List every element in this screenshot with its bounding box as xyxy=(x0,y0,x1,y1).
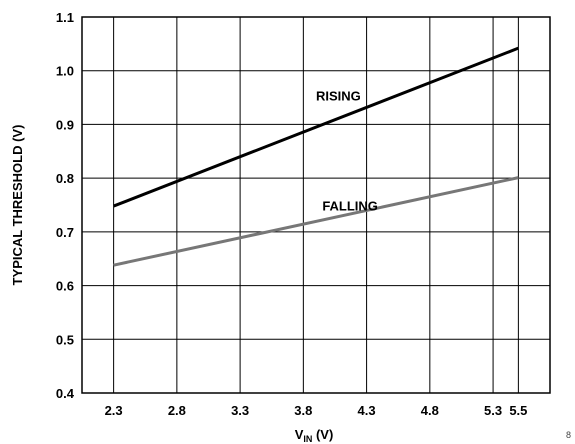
y-axis-label: TYPICAL THRESHOLD (V) xyxy=(10,125,25,286)
x-tick-label: 3.8 xyxy=(294,403,312,418)
series-line-rising xyxy=(113,46,519,208)
y-tick-label: 0.6 xyxy=(56,279,74,294)
y-tick-labels: 0.4 0.5 0.6 0.7 0.8 0.9 1.0 1.1 xyxy=(56,10,75,401)
y-tick-label: 1.1 xyxy=(56,10,74,25)
series-layer: RISING FALLING xyxy=(113,46,519,267)
y-tick-label: 0.9 xyxy=(56,117,74,132)
corner-figure-number: 8 xyxy=(566,430,571,440)
x-tick-label: 4.8 xyxy=(421,403,439,418)
grid xyxy=(82,16,550,394)
x-tick-label: 5.3 xyxy=(484,403,502,418)
plot-frame xyxy=(81,16,551,394)
y-tick-label: 0.4 xyxy=(56,386,75,401)
x-tick-label: 2.8 xyxy=(168,403,186,418)
x-tick-label: 2.3 xyxy=(105,403,123,418)
x-tick-labels: 2.3 2.8 3.3 3.8 4.3 4.8 5.3 5.5 xyxy=(105,403,528,418)
x-axis-label: VIN (V) xyxy=(295,427,334,444)
x-tick-label: 4.3 xyxy=(358,403,376,418)
x-axis-label-unit: (V) xyxy=(312,427,333,442)
series-label-rising: RISING xyxy=(316,88,361,103)
y-tick-label: 1.0 xyxy=(56,64,74,79)
series-line-falling xyxy=(113,176,519,267)
x-axis-label-main: V xyxy=(295,427,304,442)
series-label-falling: FALLING xyxy=(322,198,378,213)
y-tick-label: 0.8 xyxy=(56,171,74,186)
x-axis-label-subscript: IN xyxy=(303,434,312,444)
x-tick-label: 3.3 xyxy=(231,403,249,418)
y-tick-label: 0.7 xyxy=(56,225,74,240)
x-tick-label: 5.5 xyxy=(509,403,527,418)
y-tick-label: 0.5 xyxy=(56,332,74,347)
